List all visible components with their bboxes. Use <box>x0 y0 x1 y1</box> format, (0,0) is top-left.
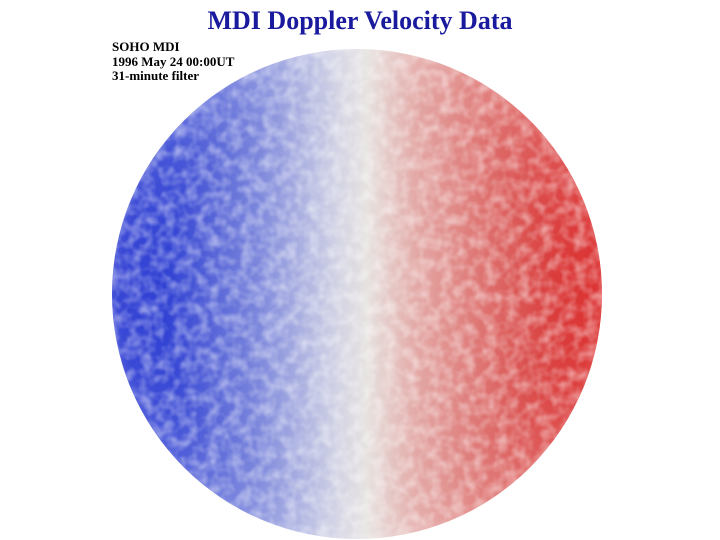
doppler-velocity-image <box>108 48 606 540</box>
solar-disk-svg <box>112 49 602 539</box>
image-caption: SOHO MDI 1996 May 24 00:00UT 31-minute f… <box>112 39 235 84</box>
caption-filter: 31-minute filter <box>112 68 200 83</box>
caption-instrument: SOHO MDI <box>112 39 180 54</box>
caption-timestamp: 1996 May 24 00:00UT <box>112 53 235 69</box>
slide-title: MDI Doppler Velocity Data <box>207 6 513 35</box>
disk-limb <box>112 49 602 539</box>
